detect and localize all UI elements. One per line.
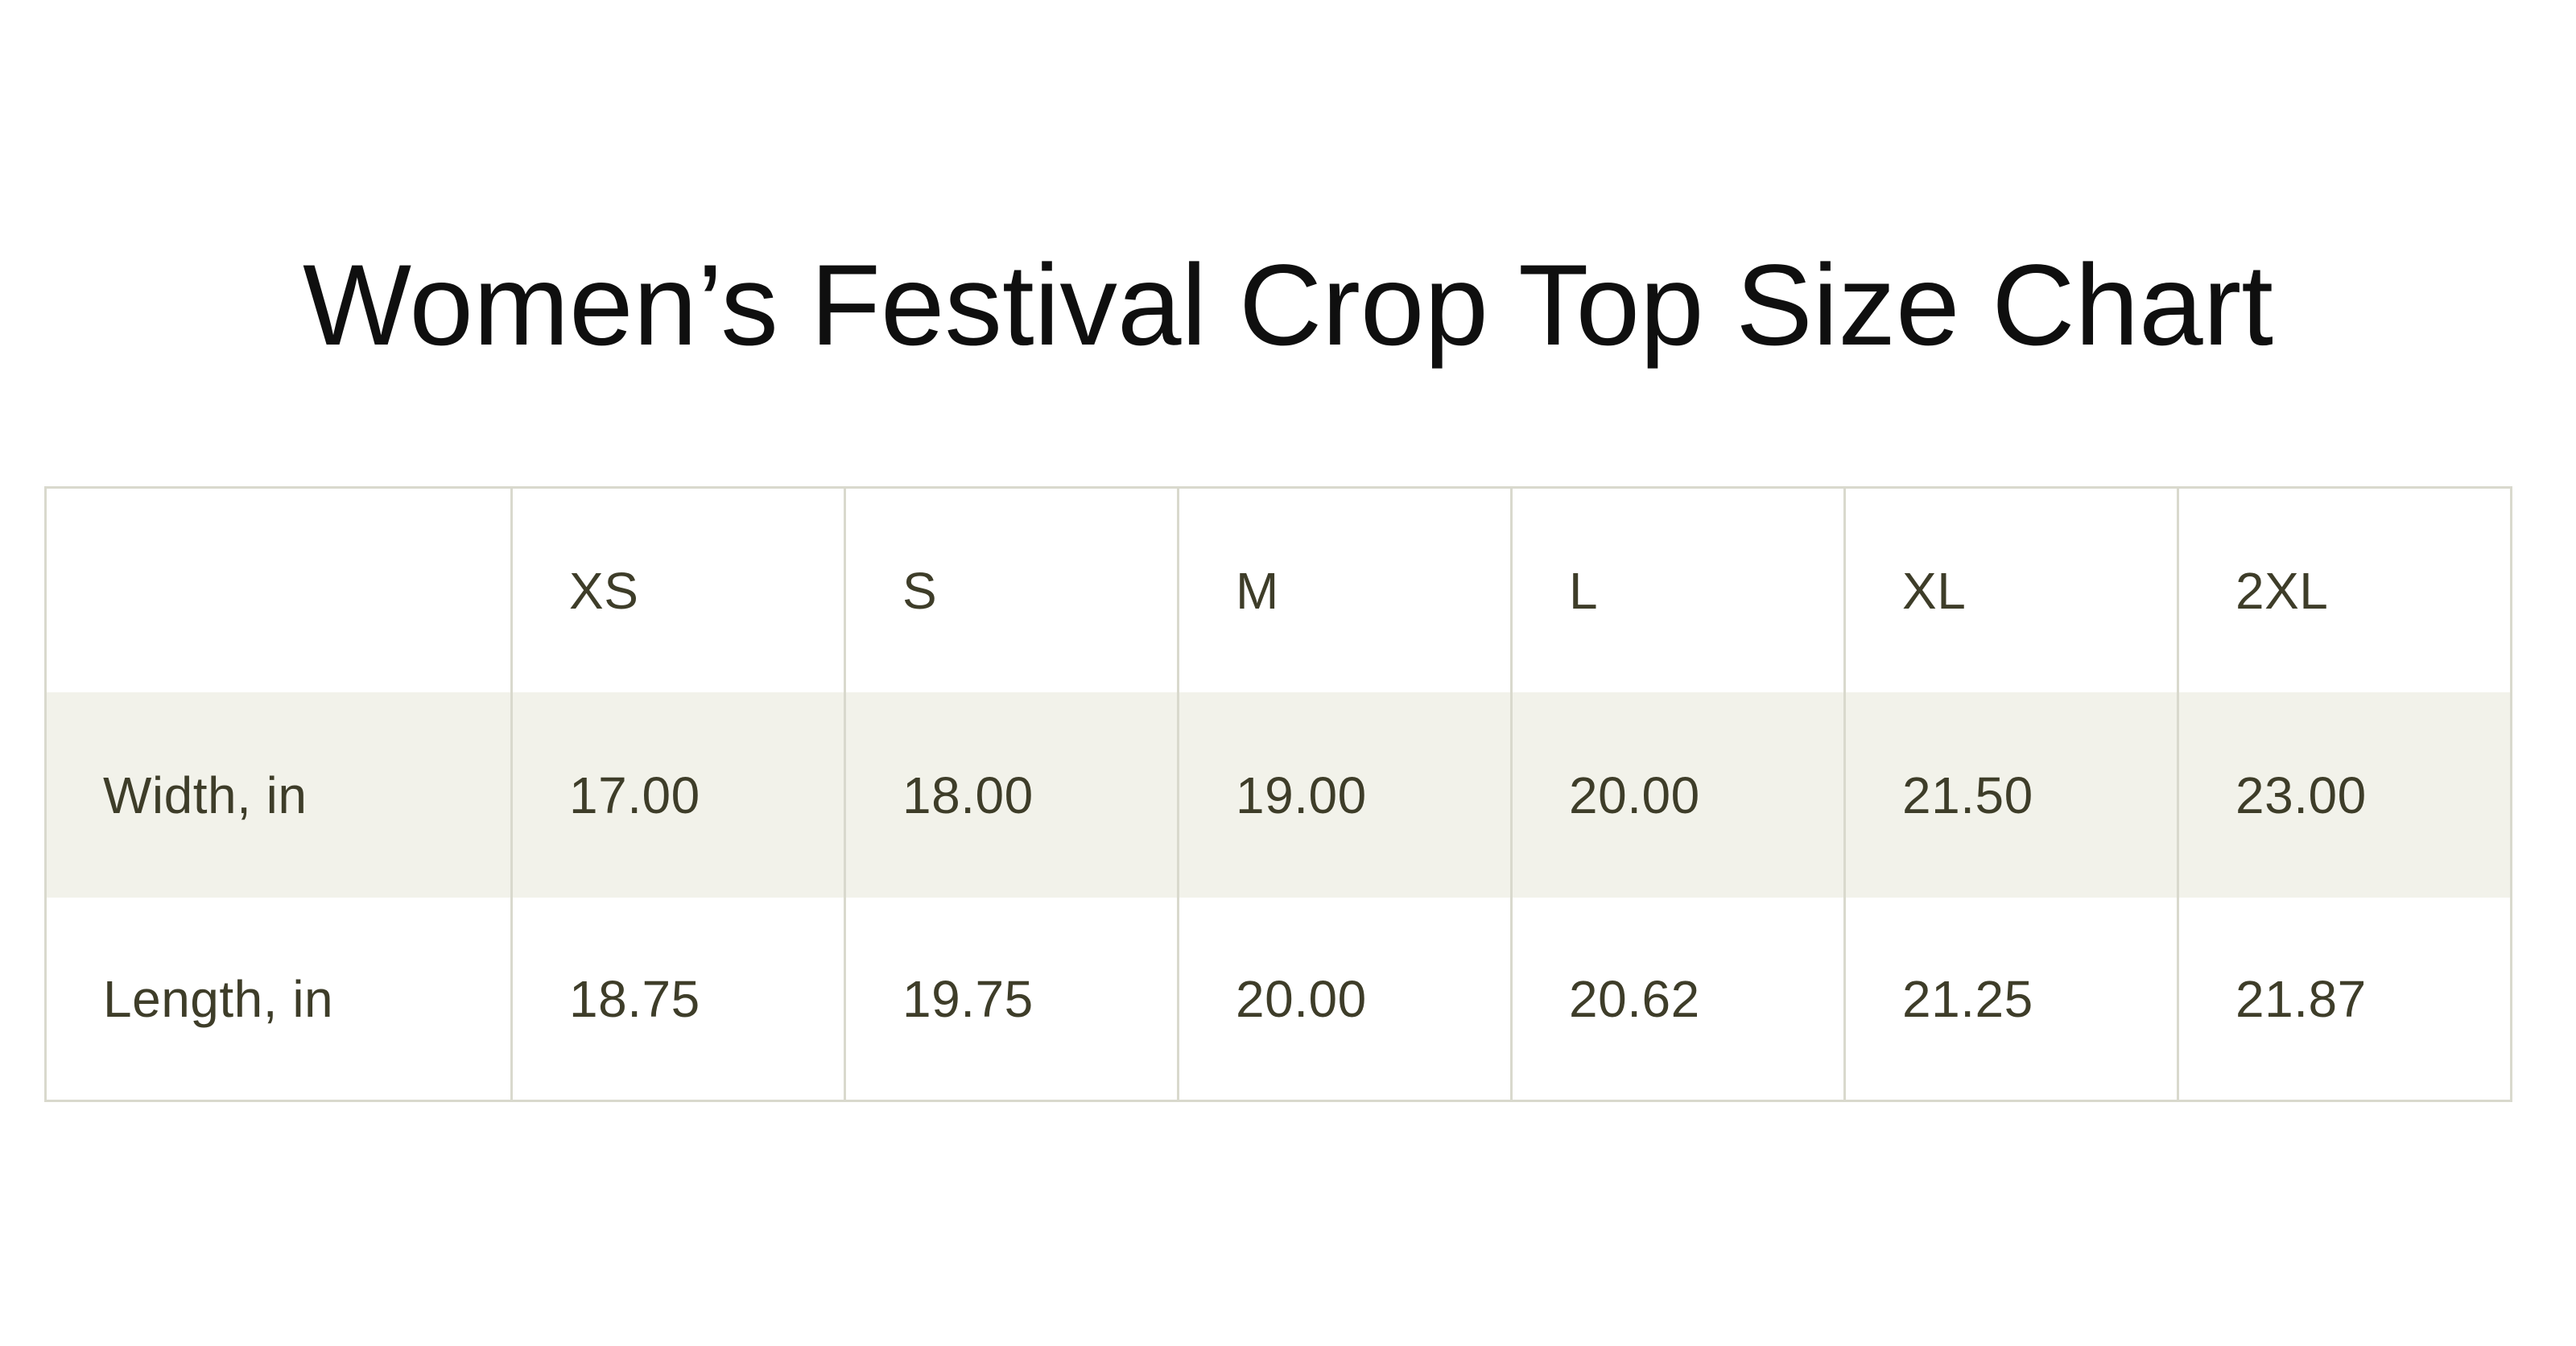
cell-length-s: 19.75 <box>844 898 1177 1100</box>
cell-width-xs: 17.00 <box>510 692 844 898</box>
cell-width-xl: 21.50 <box>1843 692 2177 898</box>
row-label-width: Width, in <box>47 692 510 898</box>
column-header-s: S <box>844 489 1177 692</box>
column-header-m: M <box>1177 489 1510 692</box>
cell-length-xl: 21.25 <box>1843 898 2177 1100</box>
cell-length-l: 20.62 <box>1510 898 1843 1100</box>
page-title: Women’s Festival Crop Top Size Chart <box>303 242 2273 370</box>
cell-width-2xl: 23.00 <box>2177 692 2510 898</box>
column-header-xs: XS <box>510 489 844 692</box>
table-corner-cell <box>47 489 510 692</box>
column-header-xl: XL <box>1843 489 2177 692</box>
cell-width-l: 20.00 <box>1510 692 1843 898</box>
cell-width-s: 18.00 <box>844 692 1177 898</box>
column-header-l: L <box>1510 489 1843 692</box>
size-chart-table: XS S M L XL 2XL Width, in 17.00 18.00 19… <box>44 486 2512 1102</box>
cell-length-xs: 18.75 <box>510 898 844 1100</box>
column-header-2xl: 2XL <box>2177 489 2510 692</box>
row-label-length: Length, in <box>47 898 510 1100</box>
cell-length-2xl: 21.87 <box>2177 898 2510 1100</box>
cell-width-m: 19.00 <box>1177 692 1510 898</box>
cell-length-m: 20.00 <box>1177 898 1510 1100</box>
